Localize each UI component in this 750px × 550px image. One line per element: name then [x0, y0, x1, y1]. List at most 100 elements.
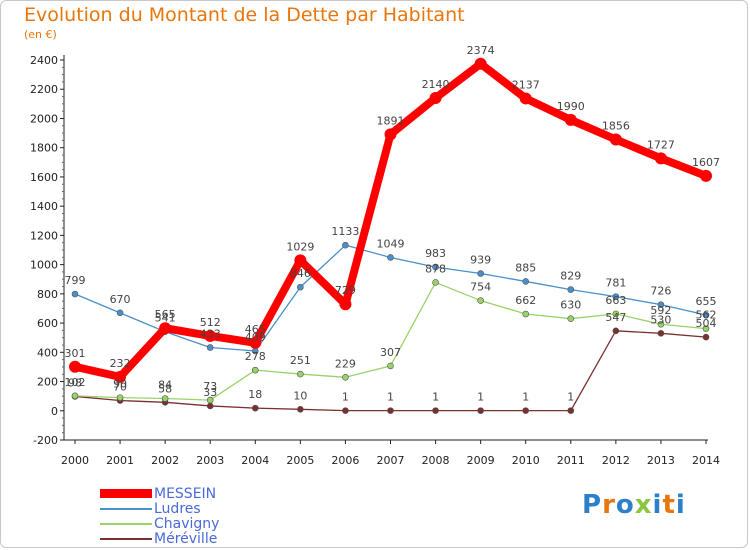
data-label: 565 [155, 308, 176, 321]
data-label: 90 [113, 378, 127, 391]
x-tick-label: 2003 [196, 454, 224, 467]
x-tick-label: 2014 [692, 454, 720, 467]
data-label: 409 [245, 331, 266, 344]
data-point [522, 310, 530, 318]
data-label: 1856 [602, 120, 630, 133]
data-point [609, 133, 622, 146]
chart-unit: (en €) [24, 28, 57, 41]
data-point [519, 92, 532, 105]
data-label: 232 [110, 357, 131, 370]
data-point [71, 392, 79, 400]
data-label: 530 [650, 313, 671, 326]
legend-item-chavigny: Chavigny [100, 515, 220, 532]
data-label: 2137 [512, 78, 540, 91]
data-label: 301 [65, 347, 86, 360]
legend-label-chavigny: Chavigny [154, 515, 220, 532]
data-point [204, 329, 217, 342]
data-label: 512 [200, 316, 221, 329]
y-tick-label: 1200 [30, 229, 58, 242]
data-label: 1029 [286, 240, 314, 253]
data-label: 504 [696, 317, 717, 330]
data-point [342, 407, 349, 414]
data-label: 670 [110, 293, 131, 306]
data-point [342, 241, 349, 249]
data-point [159, 322, 172, 335]
data-label: 562 [696, 309, 717, 322]
chart-title: Evolution du Montant de la Dette par Hab… [24, 4, 465, 26]
x-tick-label: 2005 [286, 454, 314, 467]
data-point [294, 254, 307, 267]
data-label: 58 [158, 382, 172, 395]
data-label: 878 [425, 262, 446, 275]
legend-swatch-mereville [100, 537, 152, 540]
data-point [612, 293, 620, 300]
data-point [251, 366, 259, 374]
data-label: 983 [425, 247, 446, 260]
data-point [654, 152, 667, 165]
data-label: 799 [65, 274, 86, 287]
legend-label-ludres: Ludres [154, 500, 201, 517]
legend-item-mereville: Méréville [100, 531, 219, 547]
data-label: 98 [68, 376, 82, 389]
data-label: 939 [470, 254, 491, 267]
data-point [339, 298, 352, 311]
x-tick-label: 2000 [61, 454, 89, 467]
y-tick-label: 200 [37, 376, 58, 389]
data-label: 10 [293, 389, 307, 402]
x-tick-label: 2009 [467, 454, 495, 467]
logo-letter: t [662, 490, 676, 520]
legend-swatch-ludres [100, 507, 152, 510]
data-point [700, 169, 712, 182]
data-point [387, 407, 394, 414]
data-point [342, 373, 349, 381]
x-tick-label: 2013 [647, 454, 675, 467]
data-point [116, 394, 124, 401]
data-point [297, 406, 304, 413]
y-tick-label: 2200 [30, 83, 58, 96]
y-tick-label: 800 [37, 288, 58, 301]
y-tick-label: 600 [37, 317, 58, 330]
data-point [477, 270, 484, 277]
data-label: 729 [335, 284, 356, 297]
y-tick-label: 1600 [30, 171, 58, 184]
data-label: 307 [380, 346, 401, 359]
data-label: 547 [605, 311, 626, 324]
logo-letter: r [602, 490, 616, 520]
legend-label-messein: MESSEIN [154, 485, 217, 502]
data-label: 885 [515, 261, 536, 274]
data-point [612, 327, 620, 335]
data-label: 70 [113, 381, 127, 394]
data-label: 829 [560, 270, 581, 283]
data-point [702, 325, 710, 332]
data-point [477, 407, 484, 414]
y-tick-label: 1800 [30, 142, 58, 155]
data-point [206, 402, 214, 410]
data-point [657, 320, 665, 328]
legend-swatch-messein [100, 489, 152, 498]
data-label: 1607 [692, 156, 720, 169]
data-label: 278 [245, 350, 266, 363]
data-point [251, 404, 259, 412]
y-tick-label: 2400 [30, 54, 58, 67]
data-point [429, 92, 442, 104]
x-tick-label: 2007 [377, 454, 405, 467]
y-tick-label: 0 [51, 405, 58, 418]
data-point [564, 113, 577, 126]
data-label: 630 [560, 299, 581, 312]
data-label: 33 [203, 386, 217, 399]
data-label: 1 [387, 391, 394, 404]
data-point [384, 128, 397, 141]
legend: MESSEIN Ludres Chavigny Méréville [100, 485, 220, 547]
data-label: 1891 [377, 114, 405, 127]
data-label: 1 [342, 391, 349, 404]
data-label: 655 [696, 295, 717, 308]
x-tick-label: 2011 [557, 454, 585, 467]
proxiti-logo: Proxiti [582, 490, 686, 520]
x-tick-label: 2012 [602, 454, 630, 467]
data-point [206, 344, 214, 351]
data-label: 251 [290, 354, 311, 367]
data-label: 102 [65, 376, 86, 389]
data-point [297, 283, 304, 291]
